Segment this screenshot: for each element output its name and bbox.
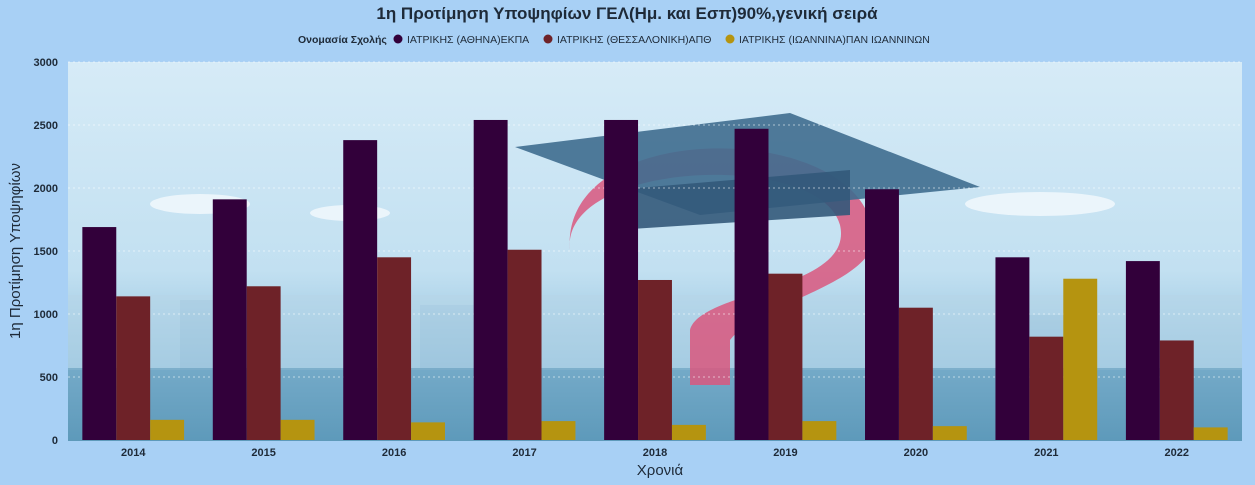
bar-2018-series-1 [604, 119, 639, 441]
y-tick-label-2500: 2500 [34, 120, 58, 132]
bar-2021-series-3 [1063, 278, 1098, 440]
bar-2016-series-1 [343, 140, 378, 440]
x-tick-label-2019: 2019 [773, 447, 797, 459]
bar-2015-series-3 [280, 419, 315, 440]
bar-2019-series-2 [768, 273, 803, 440]
bar-2018-series-2 [638, 279, 672, 440]
legend-title: Ονομασία Σχολής [298, 34, 387, 46]
bar-2022-series-1 [1125, 261, 1160, 440]
legend: Ονομασία Σχολής ΙΑΤΡΙΚΗΣ (ΑΘΗΝΑ)ΕΚΠΑ ΙΑΤΡ… [298, 34, 930, 46]
bar-2014-series-1 [82, 227, 117, 440]
x-tick-label-2014: 2014 [121, 447, 146, 459]
bar-2022-series-3 [1193, 427, 1228, 440]
legend-marker-3 [725, 34, 735, 44]
bar-2016-series-3 [411, 422, 445, 440]
bar-2020-series-3 [932, 426, 967, 440]
background-question-mark [569, 148, 875, 385]
y-tick-label-3000: 3000 [34, 57, 58, 69]
plot-area [68, 61, 1242, 441]
x-tick-label-2017: 2017 [512, 447, 536, 459]
legend-label-1: ΙΑΤΡΙΚΗΣ (ΑΘΗΝΑ)ΕΚΠΑ [407, 34, 529, 46]
chart-title: 1η Προτίμηση Υποψηφίων ΓΕΛ(Ημ. και Εσπ)9… [376, 4, 878, 23]
bar-2020-series-1 [865, 189, 899, 440]
legend-marker-1 [393, 34, 403, 44]
bar-2014-series-2 [116, 296, 151, 440]
x-tick-label-2016: 2016 [382, 447, 406, 459]
x-tick-label-2015: 2015 [251, 447, 275, 459]
legend-label-2: ΙΑΤΡΙΚΗΣ (ΘΕΣΣΑΛΟΝΙΚΗ)ΑΠΘ [557, 34, 711, 46]
y-tick-label-500: 500 [40, 372, 58, 384]
y-tick-label-2000: 2000 [34, 183, 58, 195]
bar-2014-series-3 [150, 419, 185, 440]
bar-2021-series-1 [995, 257, 1030, 440]
x-axis-ticks: 2014 2015 2016 2017 2018 2019 2020 2021 2022 [121, 447, 1189, 459]
y-tick-label-1500: 1500 [34, 246, 58, 258]
bar-2017-series-3 [541, 421, 576, 440]
y-tick-label-1000: 1000 [34, 309, 58, 321]
x-tick-label-2021: 2021 [1034, 447, 1058, 459]
x-axis-title: Χρονιά [637, 462, 684, 479]
x-tick-label-2018: 2018 [643, 447, 667, 459]
bar-2017-series-2 [507, 249, 542, 440]
bar-2016-series-2 [377, 257, 412, 440]
bar-2022-series-2 [1159, 340, 1194, 440]
bar-2015-series-2 [246, 286, 281, 440]
legend-label-3: ΙΑΤΡΙΚΗΣ (ΙΩΑΝΝΙΝΑ)ΠΑΝ ΙΩΑΝΝΙΝΩΝ [739, 34, 930, 46]
y-axis-title: 1η Προτίμηση Υποψηφίων [7, 163, 24, 339]
bar-2020-series-2 [898, 307, 933, 440]
bar-2018-series-3 [671, 424, 706, 440]
bar-2017-series-1 [473, 119, 508, 441]
y-tick-label-0: 0 [52, 435, 58, 447]
bar-2021-series-2 [1029, 336, 1064, 440]
bar-2019-series-1 [734, 128, 769, 440]
bar-2019-series-3 [802, 421, 837, 440]
x-tick-label-2020: 2020 [904, 447, 928, 459]
x-tick-label-2022: 2022 [1165, 447, 1189, 459]
legend-marker-2 [543, 34, 553, 44]
bar-2015-series-1 [212, 199, 247, 440]
y-axis-ticks: 0 500 1000 1500 2000 2500 3000 [34, 57, 58, 447]
bars [82, 119, 1228, 441]
